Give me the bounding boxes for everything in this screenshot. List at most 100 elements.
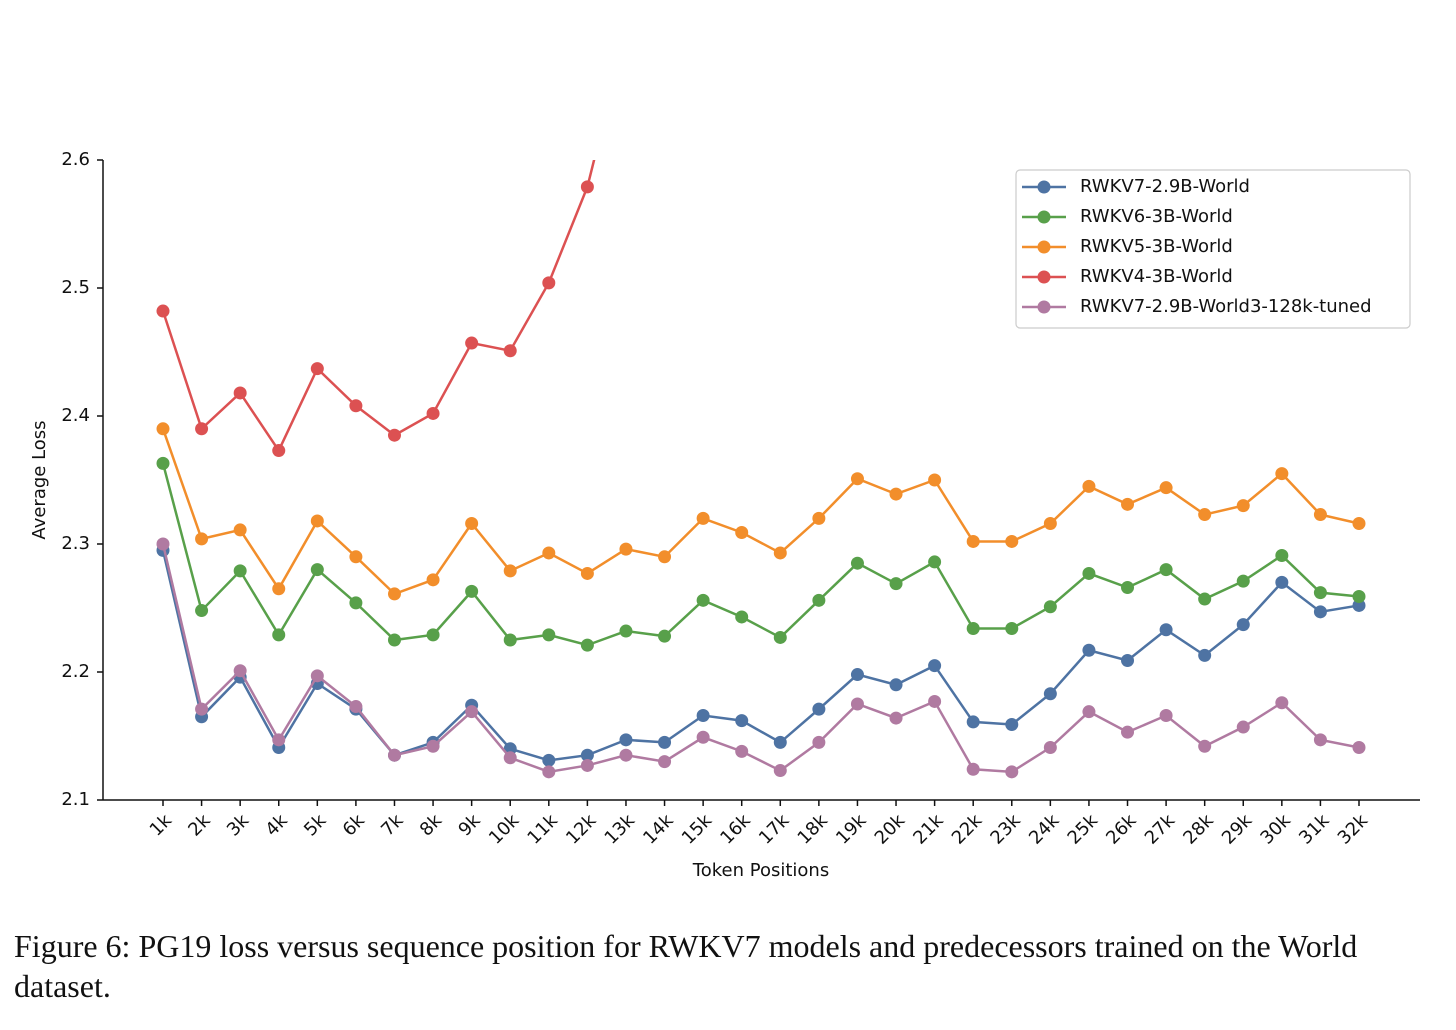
legend-label: RWKV7-2.9B-World3-128k-tuned (1080, 296, 1372, 317)
data-point (928, 555, 942, 569)
data-point (1352, 517, 1366, 531)
x-tick-label: 14k (639, 810, 678, 849)
data-point (812, 593, 826, 607)
x-tick-label: 10k (485, 810, 524, 849)
data-point (658, 735, 672, 749)
data-point (1082, 705, 1096, 719)
caption: Figure 6: PG19 loss versus sequence posi… (14, 928, 1358, 1004)
data-point (233, 386, 247, 400)
legend-marker (1037, 270, 1051, 284)
data-point (542, 628, 556, 642)
x-tick-label: 8k (416, 810, 447, 841)
data-point (773, 735, 787, 749)
data-point (850, 472, 864, 486)
data-point (387, 587, 401, 601)
data-point (1121, 581, 1135, 595)
data-point (233, 564, 247, 578)
data-point (310, 669, 324, 683)
series-line (161, 543, 1360, 774)
data-point (696, 730, 710, 744)
data-point (1236, 499, 1250, 513)
data-point (1082, 643, 1096, 657)
data-point (195, 422, 209, 436)
data-point (465, 584, 479, 598)
x-tick-label: 27k (1141, 810, 1180, 849)
data-point (156, 304, 170, 318)
data-point (1121, 653, 1135, 667)
data-point (735, 744, 749, 758)
legend-marker (1037, 210, 1051, 224)
data-point (580, 180, 594, 194)
data-point (503, 344, 517, 358)
y-tick-label: 2.3 (61, 533, 90, 554)
x-tick-label: 23k (986, 810, 1025, 849)
data-point (696, 709, 710, 723)
data-point (966, 621, 980, 635)
data-point (773, 630, 787, 644)
x-tick-label: 13k (601, 810, 640, 849)
data-point (696, 511, 710, 525)
data-point (1352, 589, 1366, 603)
data-point (465, 705, 479, 719)
data-point (889, 711, 903, 725)
data-point (1005, 621, 1019, 635)
series-line (161, 428, 1360, 596)
data-point (735, 610, 749, 624)
data-point (1236, 574, 1250, 588)
data-point (426, 739, 440, 753)
data-point (658, 755, 672, 769)
data-point (773, 546, 787, 560)
legend-label: RWKV5-3B-World (1080, 236, 1233, 257)
data-point (1275, 467, 1289, 481)
data-point (272, 628, 286, 642)
data-point (1275, 549, 1289, 563)
x-tick-label: 26k (1102, 810, 1141, 849)
x-tick-label: 2k (184, 810, 215, 841)
x-tick-label: 22k (948, 810, 987, 849)
data-point (966, 762, 980, 776)
data-point (349, 596, 363, 610)
x-tick-label: 24k (1025, 810, 1064, 849)
data-point (1236, 720, 1250, 734)
data-point (812, 511, 826, 525)
data-point (619, 733, 633, 747)
data-point (1121, 497, 1135, 511)
data-point (928, 473, 942, 487)
data-point (426, 628, 440, 642)
x-tick-label: 5k (300, 810, 331, 841)
data-point (156, 422, 170, 436)
x-tick-label: 18k (794, 810, 833, 849)
data-point (387, 633, 401, 647)
legend-label: RWKV6-3B-World (1080, 206, 1233, 227)
data-point (542, 546, 556, 560)
x-tick-label: 20k (871, 810, 910, 849)
data-point (1352, 598, 1366, 612)
data-point (1159, 709, 1173, 723)
data-point (1121, 725, 1135, 739)
data-point (156, 456, 170, 470)
x-tick-label: 7k (377, 810, 408, 841)
series-line (161, 160, 596, 454)
y-tick-label: 2.6 (61, 149, 90, 170)
legend-marker (1037, 180, 1051, 194)
x-tick-label: 28k (1179, 810, 1218, 849)
y-tick-label: 2.2 (61, 661, 90, 682)
data-point (233, 523, 247, 537)
data-point (1313, 733, 1327, 747)
data-point (542, 765, 556, 779)
data-point (542, 753, 556, 767)
x-tick-label: 11k (523, 810, 562, 849)
data-point (465, 517, 479, 531)
y-tick-label: 2.5 (61, 277, 90, 298)
data-point (272, 444, 286, 458)
data-point (580, 638, 594, 652)
data-point (696, 593, 710, 607)
data-point (1043, 741, 1057, 755)
data-point (1198, 739, 1212, 753)
data-point (233, 664, 247, 678)
data-point (503, 564, 517, 578)
data-point (850, 556, 864, 570)
data-point (1198, 648, 1212, 662)
data-point (310, 563, 324, 577)
